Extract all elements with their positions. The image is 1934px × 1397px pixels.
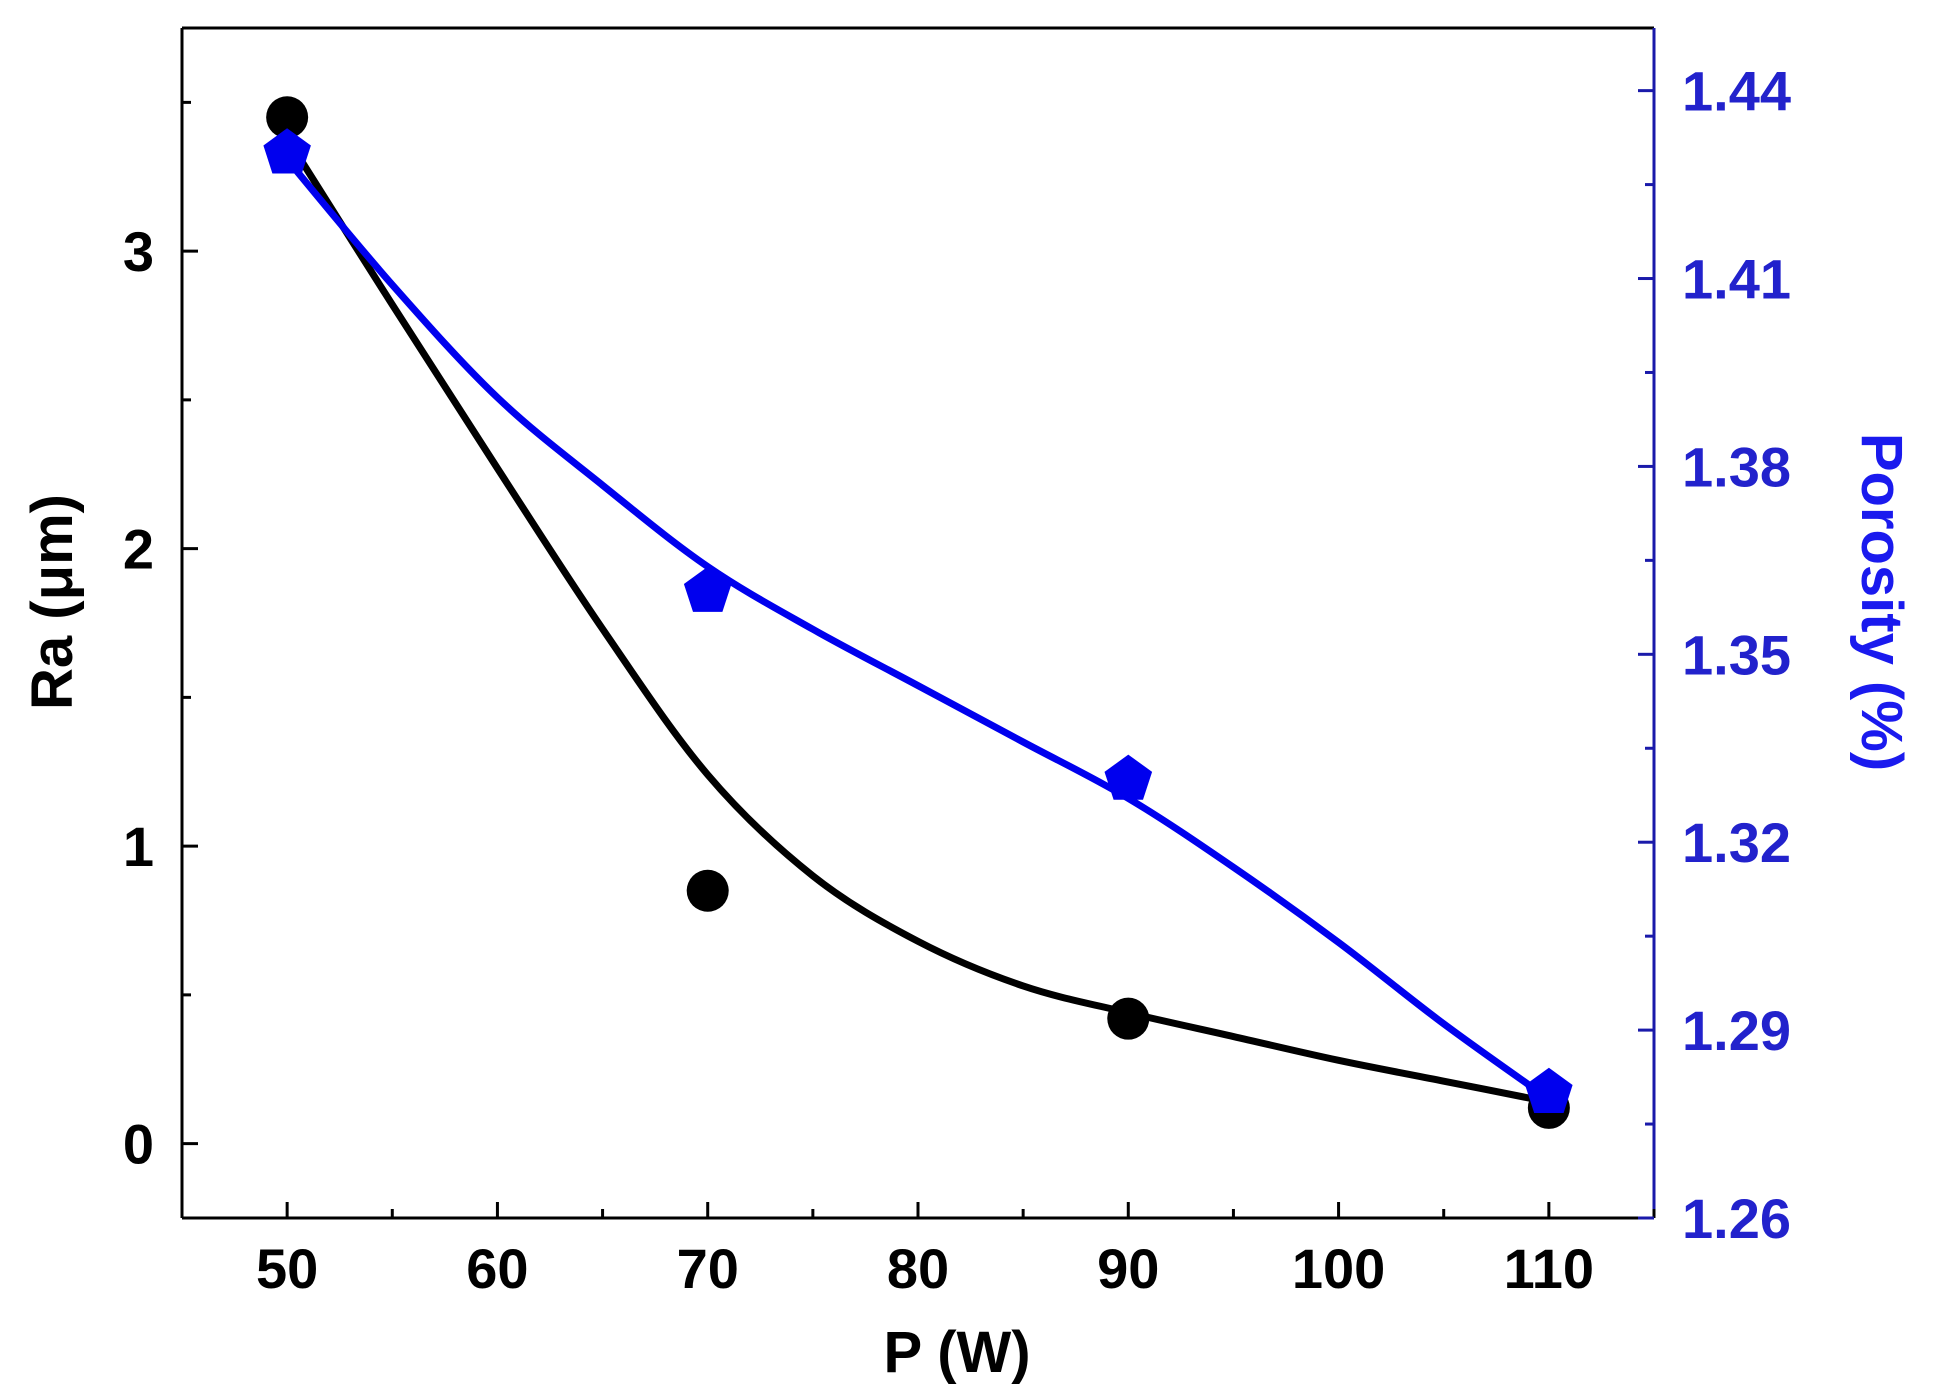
y-left-tick-label: 2 [123, 518, 154, 581]
x-tick-label: 90 [1097, 1237, 1159, 1300]
y-left-tick-label: 0 [123, 1113, 154, 1176]
data-point-ra [686, 869, 729, 912]
y-right-tick-label: 1.41 [1682, 248, 1791, 311]
series-layer [263, 96, 1573, 1129]
x-axis-title: P (W) [883, 1320, 1030, 1385]
y-axis-left-title: Ra (μm) [20, 494, 85, 710]
ticks [180, 89, 1656, 1220]
fit-line-porosity [283, 156, 1553, 1103]
data-point-ra [1107, 997, 1150, 1040]
data-point-porosity [1104, 754, 1153, 800]
x-tick-label: 50 [256, 1237, 318, 1300]
y-right-tick-label: 1.44 [1682, 60, 1791, 123]
x-tick-label: 60 [466, 1237, 528, 1300]
y-axis-right-title: Porosity (%) [1849, 433, 1914, 771]
x-tick-label: 100 [1292, 1237, 1385, 1300]
data-point-ra [266, 96, 309, 139]
y-right-tick-label: 1.29 [1682, 999, 1791, 1062]
x-tick-label: 110 [1504, 1237, 1594, 1300]
tick-labels: 50 60 70 80 90 100 110 0 1 2 3 1.26 1.29 1.32 1.35 1.38… [123, 60, 1791, 1300]
plot-frame [180, 26, 1656, 1220]
data-point-porosity [263, 128, 311, 174]
y-right-tick-label: 1.38 [1682, 435, 1791, 498]
y-right-tick-label: 1.26 [1682, 1187, 1791, 1250]
y-left-tick-label: 1 [123, 815, 154, 878]
x-tick-label: 80 [887, 1237, 949, 1300]
y-left-tick-label: 3 [123, 220, 154, 283]
series-porosity [263, 128, 1573, 1113]
data-point-porosity [683, 566, 732, 612]
fit-line-ra [283, 134, 1553, 1106]
y-right-tick-label: 1.35 [1682, 623, 1791, 686]
x-tick-label: 70 [677, 1237, 739, 1300]
y-right-tick-label: 1.32 [1682, 811, 1791, 874]
data-point-porosity [1525, 1067, 1573, 1113]
